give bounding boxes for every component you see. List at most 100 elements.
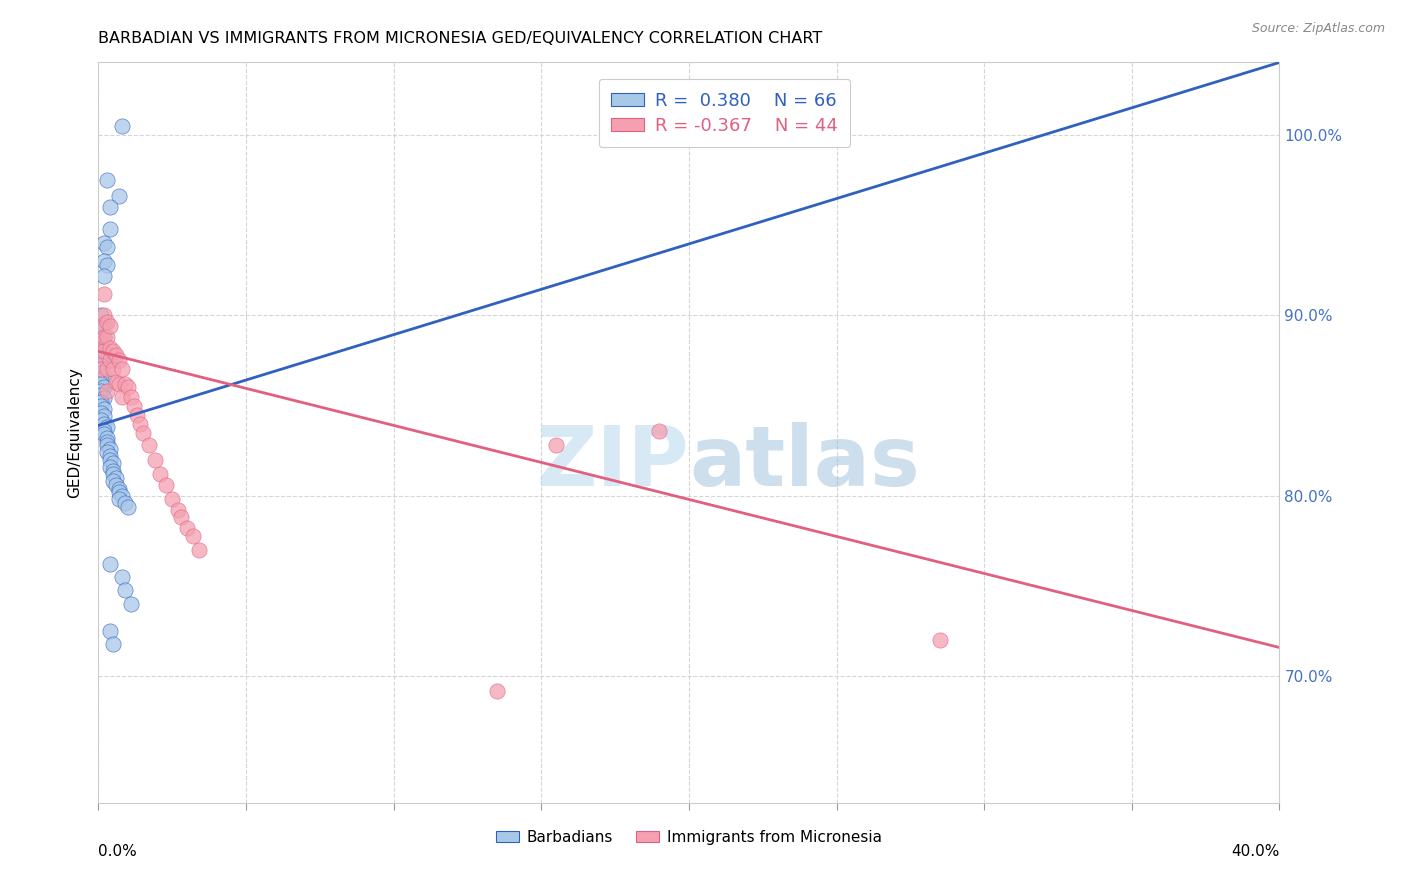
Point — [98, 353, 121, 368]
Point — [96, 434, 118, 449]
Point — [93, 235, 115, 250]
Point — [96, 438, 118, 452]
Point — [120, 597, 142, 611]
Point — [98, 624, 121, 639]
Point — [93, 369, 115, 384]
Point — [98, 459, 121, 474]
Point — [149, 467, 172, 482]
Point — [96, 420, 118, 434]
Point — [90, 319, 112, 334]
Point — [648, 424, 671, 438]
Point — [111, 119, 134, 133]
Point — [90, 323, 112, 337]
Point — [108, 492, 131, 507]
Point — [93, 427, 115, 442]
Y-axis label: GED/Equivalency: GED/Equivalency — [67, 368, 83, 498]
Point — [90, 395, 112, 409]
Point — [114, 496, 136, 510]
Point — [138, 438, 160, 452]
Point — [108, 189, 131, 203]
Text: 0.0%: 0.0% — [98, 844, 138, 858]
Point — [98, 442, 121, 456]
Point — [98, 558, 121, 572]
Point — [96, 258, 118, 272]
Point — [93, 402, 115, 417]
Text: ZIP: ZIP — [537, 422, 689, 503]
Text: 40.0%: 40.0% — [1232, 844, 1279, 858]
Point — [93, 318, 115, 332]
Point — [96, 173, 118, 187]
Point — [187, 543, 209, 558]
Point — [90, 366, 112, 380]
Point — [93, 254, 115, 268]
Point — [108, 376, 131, 391]
Point — [90, 376, 112, 391]
Point — [128, 417, 150, 431]
Point — [170, 510, 193, 524]
Point — [90, 384, 112, 398]
Point — [93, 380, 115, 394]
Point — [103, 362, 125, 376]
Point — [98, 452, 121, 467]
Point — [98, 449, 121, 463]
Point — [103, 637, 125, 651]
Point — [929, 633, 952, 648]
Point — [122, 399, 145, 413]
Text: atlas: atlas — [689, 422, 920, 503]
Point — [93, 409, 115, 424]
Point — [125, 408, 148, 422]
Point — [98, 319, 121, 334]
Point — [111, 362, 134, 376]
Point — [90, 335, 112, 350]
Point — [96, 362, 118, 376]
Point — [103, 456, 125, 470]
Point — [167, 503, 190, 517]
Point — [93, 424, 115, 438]
Text: Source: ZipAtlas.com: Source: ZipAtlas.com — [1251, 22, 1385, 36]
Point — [143, 452, 166, 467]
Point — [90, 362, 112, 376]
Point — [96, 239, 118, 253]
Point — [108, 482, 131, 496]
Point — [90, 399, 112, 413]
Point — [103, 344, 125, 359]
Point — [176, 521, 198, 535]
Point — [90, 359, 112, 373]
Point — [96, 384, 118, 398]
Point — [93, 330, 115, 344]
Point — [111, 390, 134, 404]
Point — [117, 380, 139, 394]
Point — [105, 375, 128, 389]
Point — [114, 376, 136, 391]
Point — [546, 438, 568, 452]
Point — [93, 417, 115, 431]
Point — [111, 489, 134, 503]
Point — [93, 355, 115, 369]
Point — [111, 570, 134, 584]
Point — [108, 485, 131, 500]
Legend: Barbadians, Immigrants from Micronesia: Barbadians, Immigrants from Micronesia — [491, 823, 887, 851]
Point — [90, 406, 112, 420]
Point — [93, 392, 115, 406]
Point — [98, 341, 121, 355]
Point — [486, 683, 509, 698]
Point — [93, 348, 115, 362]
Point — [96, 431, 118, 445]
Point — [90, 387, 112, 401]
Point — [90, 341, 112, 355]
Point — [93, 268, 115, 283]
Point — [108, 353, 131, 368]
Point — [93, 308, 115, 322]
Point — [90, 344, 112, 359]
Text: BARBADIAN VS IMMIGRANTS FROM MICRONESIA GED/EQUIVALENCY CORRELATION CHART: BARBADIAN VS IMMIGRANTS FROM MICRONESIA … — [98, 31, 823, 46]
Point — [90, 334, 112, 348]
Point — [96, 330, 118, 344]
Point — [93, 344, 115, 359]
Point — [90, 308, 112, 322]
Point — [103, 467, 125, 482]
Point — [114, 582, 136, 597]
Point — [181, 528, 204, 542]
Point — [93, 330, 115, 344]
Point — [96, 445, 118, 459]
Point — [105, 478, 128, 492]
